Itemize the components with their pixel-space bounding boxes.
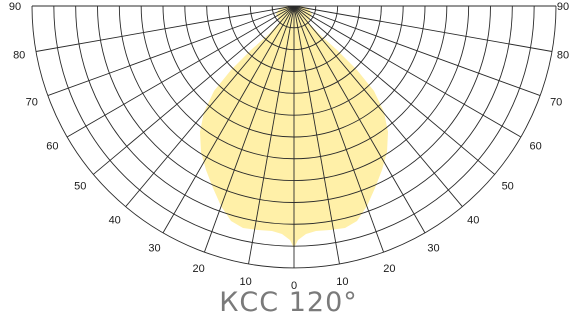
diagram-title: КСС 120° xyxy=(219,287,358,318)
grid-spoke xyxy=(66,5,295,138)
grid-spoke xyxy=(162,5,295,234)
grid-spoke xyxy=(293,5,495,175)
angle-label-left: 10 xyxy=(239,276,251,288)
angle-label-right: 20 xyxy=(383,263,395,275)
angle-label-left: 30 xyxy=(148,243,160,255)
angle-label-right: 10 xyxy=(336,276,348,288)
grid-spoke xyxy=(248,5,295,265)
angle-label-right: 90 xyxy=(557,1,569,13)
angle-label-right: 70 xyxy=(550,96,562,108)
grid-spoke xyxy=(47,5,295,97)
angle-label-right: 80 xyxy=(557,49,569,61)
angle-label-right: 30 xyxy=(427,243,439,255)
angle-label-right: 60 xyxy=(529,141,541,153)
grid-spoke xyxy=(293,5,385,253)
grid-spoke xyxy=(35,5,295,52)
angle-label-left: 90 xyxy=(9,1,21,13)
grid-spoke xyxy=(293,5,541,97)
angle-label-center: 0 xyxy=(291,280,297,292)
angle-label-right: 40 xyxy=(467,215,479,227)
angle-label-left: 60 xyxy=(46,141,58,153)
grid-spoke xyxy=(293,5,426,234)
angle-label-right: 50 xyxy=(502,180,514,192)
angle-label-left: 50 xyxy=(74,180,86,192)
angle-label-left: 20 xyxy=(192,263,204,275)
angle-label-left: 80 xyxy=(13,49,25,61)
grid-spoke xyxy=(293,5,340,265)
grid-spoke xyxy=(293,5,522,138)
grid-spoke xyxy=(93,5,295,175)
grid-spoke xyxy=(203,5,295,253)
polar-grid xyxy=(31,5,557,269)
angle-labels: 90 80 70 60 50 40 30 20 10 0 10 20 30 40 50 60 70 80 90 xyxy=(9,1,569,292)
angle-label-left: 70 xyxy=(26,96,38,108)
grid-spoke xyxy=(293,5,553,52)
angle-label-left: 40 xyxy=(109,215,121,227)
grid-spoke xyxy=(125,5,295,207)
grid-spoke xyxy=(293,5,463,207)
